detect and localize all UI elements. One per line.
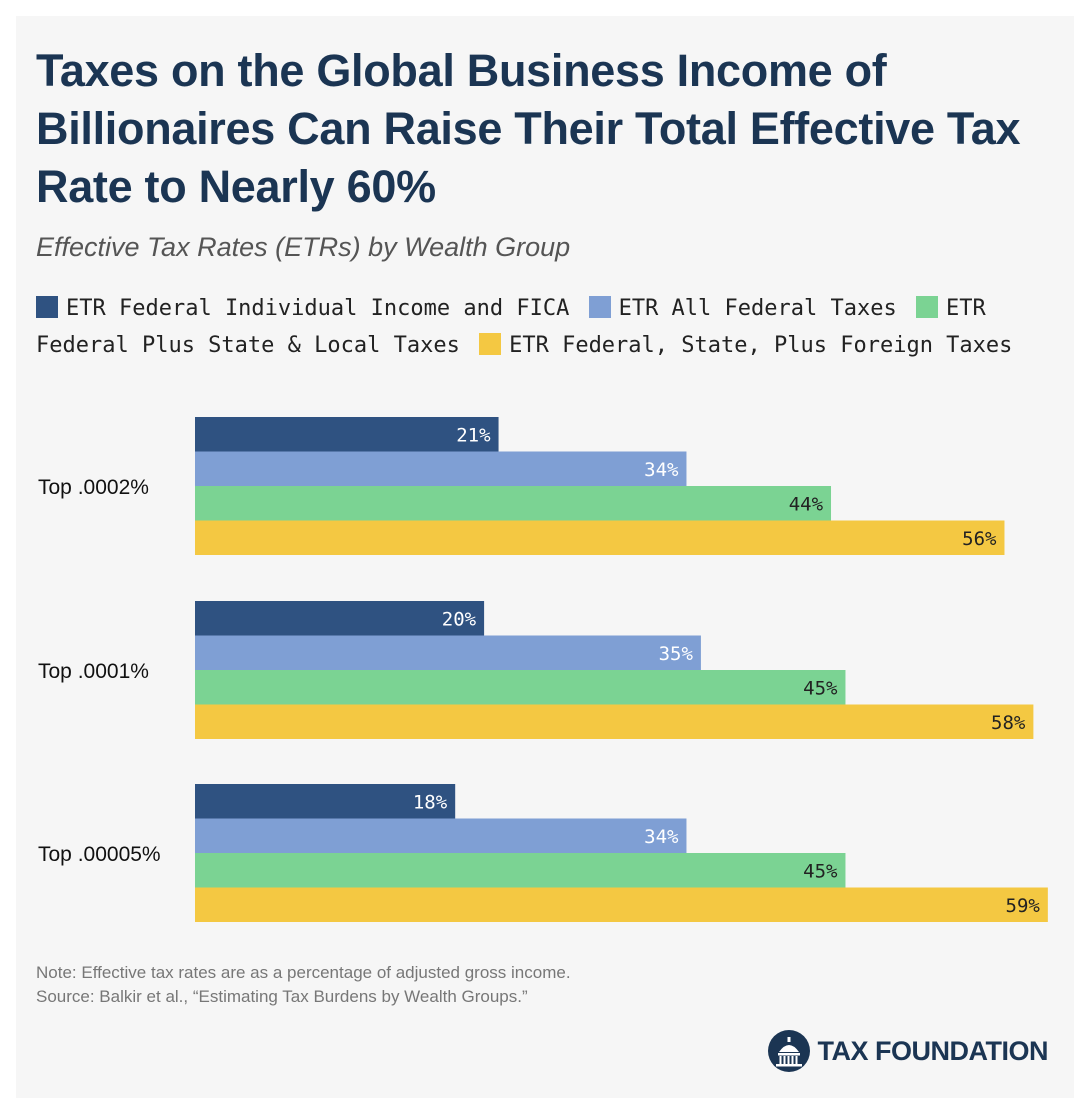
bar bbox=[195, 887, 1048, 922]
chart-title: Taxes on the Global Business Income of B… bbox=[36, 45, 1021, 212]
note-text: Note: Effective tax rates are as a perce… bbox=[36, 963, 571, 982]
bar-value-label: 18% bbox=[413, 791, 448, 813]
bar-value-label: 58% bbox=[991, 712, 1026, 734]
bar bbox=[195, 853, 846, 888]
bar bbox=[195, 818, 687, 853]
bar-value-label: 35% bbox=[659, 643, 694, 665]
legend-swatch bbox=[36, 296, 58, 318]
bar-value-label: 21% bbox=[456, 424, 491, 446]
bar-value-label: 34% bbox=[644, 459, 679, 481]
legend-label: ETR All Federal Taxes bbox=[618, 296, 897, 321]
bar-value-label: 45% bbox=[803, 677, 838, 699]
bar-value-label: 44% bbox=[789, 493, 824, 515]
legend-label: ETR Federal Plus State & Local Taxes bbox=[36, 296, 986, 358]
capitol-dome-icon bbox=[767, 1030, 810, 1072]
legend-label: ETR Federal, State, Plus Foreign Taxes bbox=[509, 333, 1013, 358]
legend-item-federal-individual: ETR Federal Individual Income and FICA bbox=[36, 296, 569, 321]
legend-item-foreign: ETR Federal, State, Plus Foreign Taxes bbox=[479, 333, 1012, 358]
category-label: Top .0001% bbox=[38, 660, 149, 683]
bar bbox=[195, 635, 701, 670]
bar bbox=[195, 784, 456, 819]
legend-item-all-federal: ETR All Federal Taxes bbox=[588, 296, 897, 321]
tax-foundation-logo: TAX FOUNDATION bbox=[767, 1030, 1049, 1072]
legend-item-state-local: ETR Federal Plus State & Local Taxes bbox=[36, 296, 986, 358]
logo-text: TAX FOUNDATION bbox=[817, 1035, 1049, 1066]
legend-label: ETR Federal Individual Income and FICA bbox=[66, 296, 570, 321]
source-text: Source: Balkir et al., “Estimating Tax B… bbox=[36, 987, 528, 1006]
bar-value-label: 56% bbox=[962, 528, 997, 550]
bar bbox=[195, 520, 1005, 555]
bar-chart: Top .0002% 21% 34% 44% 56% Top .0001% 20% 35% 45… bbox=[38, 417, 1048, 922]
category-label: Top .0002% bbox=[38, 476, 149, 499]
bar bbox=[195, 486, 832, 521]
chart-card: Taxes on the Global Business Income of B… bbox=[16, 16, 1074, 1098]
bar-value-label: 59% bbox=[1006, 895, 1041, 917]
legend-swatch bbox=[588, 296, 611, 318]
bar bbox=[195, 670, 846, 705]
legend-swatch bbox=[915, 296, 938, 318]
bar bbox=[195, 417, 499, 452]
bar bbox=[195, 451, 687, 486]
legend: ETR Federal Individual Income and FICA E… bbox=[36, 290, 1046, 364]
legend-swatch bbox=[479, 333, 502, 355]
bar-value-label: 34% bbox=[644, 826, 679, 848]
bar bbox=[195, 704, 1034, 739]
chart-subtitle: Effective Tax Rates (ETRs) by Wealth Gro… bbox=[36, 232, 571, 262]
chart-notes: Note: Effective tax rates are as a perce… bbox=[36, 961, 571, 1009]
category-label: Top .00005% bbox=[38, 843, 161, 866]
bar bbox=[195, 601, 485, 636]
bar-value-label: 20% bbox=[442, 608, 477, 630]
bar-value-label: 45% bbox=[803, 860, 838, 882]
